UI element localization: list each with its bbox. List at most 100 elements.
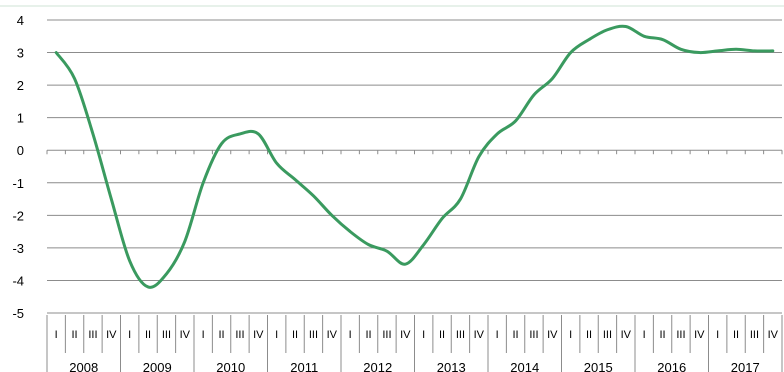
data-point bbox=[459, 198, 462, 201]
quarter-label: III bbox=[456, 329, 465, 341]
quarter-label: I bbox=[569, 329, 572, 341]
data-point bbox=[312, 194, 315, 197]
data-point bbox=[514, 119, 517, 122]
quarter-label: III bbox=[603, 329, 612, 341]
y-tick-label: -4 bbox=[12, 273, 24, 288]
data-point bbox=[477, 155, 480, 158]
data-point bbox=[165, 272, 168, 275]
data-point bbox=[606, 28, 609, 31]
y-tick-label: -1 bbox=[12, 176, 24, 191]
quarter-label: III bbox=[162, 329, 171, 341]
year-label: 2009 bbox=[143, 360, 172, 372]
quarter-label: II bbox=[145, 329, 151, 341]
year-label: 2010 bbox=[216, 360, 245, 372]
quarter-label: I bbox=[422, 329, 425, 341]
quarter-label: I bbox=[275, 329, 278, 341]
year-label: 2012 bbox=[363, 360, 392, 372]
quarter-label: II bbox=[586, 329, 592, 341]
data-point bbox=[753, 49, 756, 52]
data-point bbox=[496, 132, 499, 135]
data-point bbox=[349, 230, 352, 233]
quarter-label: IV bbox=[621, 329, 632, 341]
quarter-label: II bbox=[660, 329, 666, 341]
data-point bbox=[532, 93, 535, 96]
quarter-label: IV bbox=[327, 329, 338, 341]
quarter-label: I bbox=[716, 329, 719, 341]
quarter-label: IV bbox=[253, 329, 264, 341]
data-point bbox=[294, 178, 297, 181]
data-point bbox=[422, 243, 425, 246]
year-label: 2015 bbox=[584, 360, 613, 372]
y-tick-label: -3 bbox=[12, 241, 24, 256]
data-point bbox=[257, 132, 260, 135]
data-point bbox=[238, 132, 241, 135]
year-label: 2017 bbox=[731, 360, 760, 372]
y-tick-label: 1 bbox=[17, 111, 24, 126]
quarter-label: II bbox=[733, 329, 739, 341]
quarter-label: IV bbox=[547, 329, 558, 341]
quarter-label: IV bbox=[106, 329, 117, 341]
x-axis-labels: I II III IV I II III IV I II III IV I II III IV I II III IV… bbox=[46, 315, 783, 372]
quarter-label: II bbox=[439, 329, 445, 341]
data-point bbox=[385, 250, 388, 253]
year-label: 2014 bbox=[510, 360, 539, 372]
gridlines bbox=[47, 19, 782, 314]
quarter-label: IV bbox=[694, 329, 705, 341]
data-point bbox=[441, 217, 444, 220]
quarter-label: II bbox=[219, 329, 225, 341]
year-label: 2016 bbox=[657, 360, 686, 372]
data-point bbox=[147, 285, 150, 288]
quarter-label: II bbox=[72, 329, 78, 341]
data-point bbox=[202, 181, 205, 184]
data-point bbox=[679, 48, 682, 51]
data-point bbox=[330, 214, 333, 217]
data-point bbox=[367, 243, 370, 246]
data-point bbox=[716, 49, 719, 52]
quarter-label: III bbox=[88, 329, 97, 341]
data-point bbox=[183, 240, 186, 243]
data-point bbox=[275, 162, 278, 165]
data-point bbox=[73, 77, 76, 80]
data-point bbox=[588, 38, 591, 41]
y-tick-label: 2 bbox=[17, 78, 24, 93]
quarter-label: II bbox=[513, 329, 519, 341]
quarter-label: IV bbox=[474, 329, 485, 341]
x-axis bbox=[46, 149, 783, 155]
year-label: 2011 bbox=[290, 360, 318, 372]
quarter-label: I bbox=[55, 329, 58, 341]
quarter-label: III bbox=[529, 329, 538, 341]
data-point bbox=[110, 198, 113, 201]
quarter-label: III bbox=[676, 329, 685, 341]
data-point bbox=[569, 51, 572, 54]
data-point bbox=[551, 77, 554, 80]
data-point bbox=[220, 142, 223, 145]
data-point bbox=[55, 51, 58, 54]
data-point bbox=[698, 51, 701, 54]
quarter-label: III bbox=[235, 329, 244, 341]
year-label: 2008 bbox=[69, 360, 98, 372]
series-layer bbox=[54, 24, 775, 289]
data-point bbox=[91, 132, 94, 135]
quarter-label: I bbox=[349, 329, 352, 341]
quarter-label: III bbox=[382, 329, 391, 341]
y-tick-label: -2 bbox=[12, 208, 24, 223]
data-point bbox=[735, 48, 738, 51]
quarter-label: I bbox=[496, 329, 499, 341]
y-tick-label: -5 bbox=[12, 306, 24, 321]
year-label: 2013 bbox=[437, 360, 466, 372]
data-point bbox=[624, 25, 627, 28]
quarter-label: IV bbox=[180, 329, 191, 341]
quarter-label: III bbox=[750, 329, 759, 341]
y-tick-label: 0 bbox=[17, 143, 24, 158]
quarter-label: IV bbox=[768, 329, 779, 341]
quarter-label: I bbox=[202, 329, 205, 341]
data-point bbox=[661, 38, 664, 41]
y-axis-labels: 4 3 2 1 0 -1 -2 -3 -4 -5 bbox=[12, 13, 24, 321]
quarter-label: III bbox=[309, 329, 318, 341]
data-point bbox=[643, 35, 646, 38]
quarter-label: I bbox=[643, 329, 646, 341]
data-point bbox=[404, 263, 407, 266]
data-point bbox=[128, 259, 131, 262]
